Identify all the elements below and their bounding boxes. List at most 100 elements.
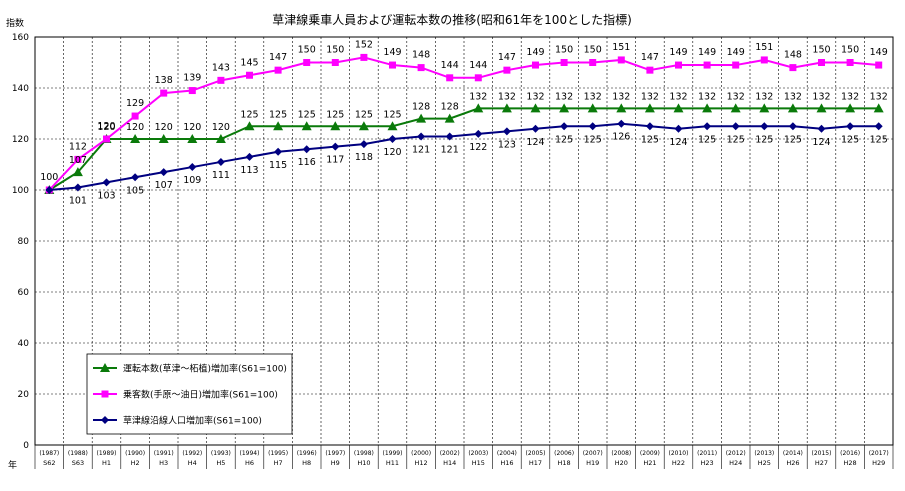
data-point-diamond <box>617 119 626 128</box>
x-tick-year: (2017) <box>869 450 889 457</box>
data-point-square <box>732 61 740 69</box>
data-point-triangle <box>702 103 713 113</box>
data-point-diamond <box>502 127 511 136</box>
data-label: 122 <box>469 142 487 153</box>
data-point-diamond <box>760 122 769 131</box>
data-point-triangle <box>387 121 398 131</box>
x-tick-era: H17 <box>529 459 542 467</box>
data-label: 120 <box>383 147 401 158</box>
data-point-square <box>74 155 82 163</box>
y-tick-label: 80 <box>18 237 30 247</box>
data-point-diamond <box>874 122 883 131</box>
data-label: 124 <box>669 137 687 148</box>
data-label: 100 <box>40 172 58 183</box>
x-tick-year: (1992) <box>182 450 202 457</box>
y-tick-label: 40 <box>18 339 30 349</box>
data-label: 149 <box>383 47 401 58</box>
data-label: 118 <box>355 152 373 163</box>
data-label: 149 <box>727 47 745 58</box>
x-tick-era: H16 <box>500 459 513 467</box>
x-tick-era: H29 <box>872 459 885 467</box>
data-point-square <box>389 61 396 69</box>
data-label: 132 <box>727 91 745 102</box>
data-point-diamond <box>159 168 168 177</box>
x-tick-year: (1996) <box>297 450 317 457</box>
data-label: 151 <box>755 42 773 53</box>
data-point-diamond <box>388 135 397 143</box>
x-tick-year: (2000) <box>411 450 431 457</box>
data-label: 115 <box>269 160 287 171</box>
data-point-diamond <box>445 132 454 141</box>
y-tick-label: 0 <box>23 441 29 451</box>
data-label: 116 <box>298 157 316 168</box>
data-label: 138 <box>155 75 173 86</box>
data-point-square <box>331 59 339 66</box>
data-point-triangle <box>444 113 455 123</box>
data-label: 125 <box>727 134 745 145</box>
data-label: 126 <box>612 132 630 143</box>
data-point-diamond <box>45 186 54 194</box>
chart-title: 草津線乗車人員および運転本数の推移(昭和61年を100とした指標) <box>272 12 632 27</box>
x-tick-era: H26 <box>786 459 799 467</box>
data-point-triangle <box>673 103 684 113</box>
data-point-square <box>789 64 797 72</box>
data-point-triangle <box>130 134 141 143</box>
y-tick-label: 140 <box>12 84 29 94</box>
x-tick-year: (2004) <box>497 450 517 457</box>
data-point-square <box>217 76 225 84</box>
data-point-diamond <box>73 183 82 192</box>
x-tick-era: H23 <box>701 459 714 467</box>
data-point-triangle <box>187 134 198 143</box>
x-tick-era: H28 <box>844 459 857 467</box>
data-point-diamond <box>359 140 368 149</box>
data-point-triangle <box>530 103 541 113</box>
data-label: 120 <box>126 122 144 133</box>
y-tick-label: 120 <box>12 135 29 145</box>
x-tick-year: (1993) <box>211 450 231 457</box>
data-label: 149 <box>526 47 544 58</box>
data-label: 132 <box>698 91 716 102</box>
data-label: 120 <box>212 122 230 133</box>
data-label: 149 <box>870 47 888 58</box>
data-label: 132 <box>755 91 773 102</box>
x-tick-year: (1988) <box>68 450 88 457</box>
legend-entry: 乗客数(手原～油日)増加率(S61=100) <box>123 389 278 401</box>
data-label: 144 <box>441 60 459 71</box>
x-tick-year: (2005) <box>526 450 546 457</box>
x-tick-era: H6 <box>245 459 254 467</box>
x-tick-year: (2010) <box>669 450 689 457</box>
data-point-triangle <box>273 121 284 131</box>
x-tick-year: (2013) <box>754 450 774 457</box>
data-point-triangle <box>416 113 427 123</box>
x-tick-era: S62 <box>43 459 55 467</box>
data-label: 149 <box>669 47 687 58</box>
x-tick-year: (2012) <box>726 450 746 457</box>
x-tick-era: H27 <box>815 459 828 467</box>
data-point-square <box>274 66 282 74</box>
legend-entry: 草津線沿線人口増加率(S61=100) <box>123 415 262 427</box>
x-tick-year: (2008) <box>611 450 631 457</box>
data-point-square <box>446 74 454 82</box>
data-label: 132 <box>641 91 659 102</box>
data-label: 132 <box>526 91 544 102</box>
data-point-triangle <box>616 103 627 113</box>
data-label: 149 <box>698 47 716 58</box>
data-point-triangle <box>358 121 369 131</box>
data-point-diamond <box>560 122 569 131</box>
data-label: 132 <box>498 91 516 102</box>
data-point-square <box>675 61 682 69</box>
data-label: 125 <box>355 109 373 120</box>
data-point-triangle <box>330 121 341 131</box>
x-tick-year: (2016) <box>840 450 860 457</box>
y-tick-label: 20 <box>18 390 30 400</box>
x-tick-era: S63 <box>72 459 84 467</box>
x-tick-year: (2003) <box>468 450 488 457</box>
data-point-triangle <box>873 103 884 113</box>
x-tick-era: H18 <box>558 459 571 467</box>
data-point-triangle <box>759 103 770 113</box>
data-label: 117 <box>326 155 344 166</box>
data-point-square <box>188 87 196 95</box>
data-point-diamond <box>731 122 740 131</box>
data-label: 144 <box>469 60 487 71</box>
